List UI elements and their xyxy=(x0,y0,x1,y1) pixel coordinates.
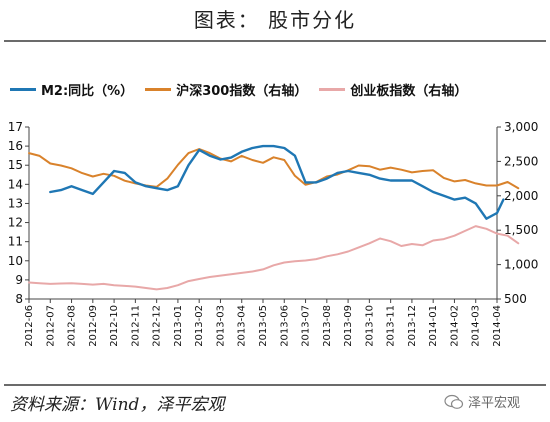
x-tick-label: 2014-03 xyxy=(471,305,482,347)
left-tick-label: 12 xyxy=(8,216,23,230)
legend-label-m2: M2:同比（%） xyxy=(41,84,134,99)
left-tick-label: 17 xyxy=(8,120,23,134)
x-tick-label: 2012-09 xyxy=(88,305,99,347)
x-tick-label: 2013-04 xyxy=(237,305,248,347)
chart-legend: M2:同比（%） 沪深300指数（右轴） 创业板指数（右轴） xyxy=(10,80,550,99)
x-tick-label: 2014-04 xyxy=(492,305,503,347)
right-tick-label: 500 xyxy=(504,292,527,306)
chart-axes: 8 9 10 11 12 13 14 15 16 17 500 1,000 1,500 2,000 2,50… xyxy=(8,120,539,347)
legend-item-m2: M2:同比（%） xyxy=(10,80,133,99)
legend-label-chinext: 创业板指数（右轴） xyxy=(350,84,468,99)
left-tick-label: 8 xyxy=(15,292,23,306)
right-tick-label: 3,000 xyxy=(504,120,538,134)
left-tick-label: 9 xyxy=(15,273,23,287)
x-tick-label: 2012-06 xyxy=(24,305,35,347)
right-tick-label: 1,500 xyxy=(504,223,538,237)
legend-swatch-m2 xyxy=(10,88,36,91)
x-tick-label: 2013-07 xyxy=(301,305,312,347)
left-tick-label: 11 xyxy=(8,235,23,249)
series-line-2 xyxy=(28,225,520,291)
legend-item-hs300: 沪深300指数（右轴） xyxy=(145,80,307,99)
x-tick-label: 2013-03 xyxy=(215,305,226,347)
x-tick-label: 2014-02 xyxy=(449,305,460,347)
x-tick-label: 2012-07 xyxy=(45,305,56,347)
right-tick-label: 1,000 xyxy=(504,258,538,272)
series-line-0 xyxy=(49,144,505,220)
left-tick-label: 16 xyxy=(8,139,23,153)
watermark-text: 泽平宏观 xyxy=(468,396,521,411)
x-tick-label: 2012-10 xyxy=(109,305,120,347)
left-tick-label: 13 xyxy=(8,196,23,210)
legend-swatch-chinext xyxy=(319,88,346,91)
left-tick-label: 10 xyxy=(8,254,23,268)
top-divider xyxy=(4,40,546,42)
x-tick-label: 2013-05 xyxy=(258,305,269,347)
x-tick-label: 2013-10 xyxy=(364,305,375,347)
x-tick-label: 2013-12 xyxy=(407,305,418,347)
page-title: 图表： 股市分化 xyxy=(193,8,357,32)
legend-swatch-hs300 xyxy=(145,88,172,91)
x-tick-label: 2014-01 xyxy=(428,305,439,347)
x-tick-label: 2012-12 xyxy=(152,305,163,347)
bottom-divider xyxy=(4,384,546,386)
x-tick-label: 2013-06 xyxy=(279,305,290,347)
source-note: 资料来源：Wind，泽平宏观 xyxy=(10,395,225,415)
chart-series xyxy=(28,144,520,291)
left-tick-label: 14 xyxy=(8,177,23,191)
legend-label-hs300: 沪深300指数（右轴） xyxy=(176,84,308,99)
x-tick-label: 2013-01 xyxy=(173,305,184,347)
x-tick-label: 2013-08 xyxy=(322,305,333,347)
x-tick-label: 2013-11 xyxy=(386,305,397,347)
x-tick-label: 2012-11 xyxy=(130,305,141,347)
watermark: 泽平宏观 xyxy=(444,392,520,411)
right-tick-label: 2,500 xyxy=(504,154,538,168)
x-tick-label: 2013-09 xyxy=(343,305,354,347)
x-tick-label: 2013-02 xyxy=(194,305,205,347)
x-tick-label: 2012-08 xyxy=(67,305,78,347)
wechat-icon xyxy=(444,394,464,409)
right-tick-label: 2,000 xyxy=(504,189,538,203)
left-tick-label: 15 xyxy=(8,158,23,172)
legend-item-chinext: 创业板指数（右轴） xyxy=(319,80,467,99)
